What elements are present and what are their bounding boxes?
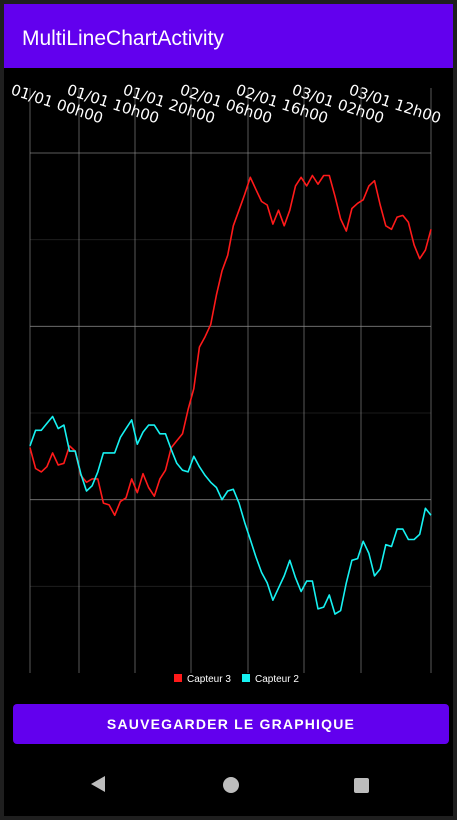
app-title: MultiLineChartActivity	[22, 27, 224, 50]
legend-label-capteur-3: Capteur 3	[187, 674, 231, 685]
home-circle-icon[interactable]	[223, 777, 239, 793]
recents-square-icon[interactable]	[354, 778, 369, 793]
series-line-capteur-2	[29, 415, 432, 615]
legend-swatch-capteur-2	[242, 674, 250, 682]
android-nav-bar	[4, 754, 453, 816]
back-triangle-icon[interactable]	[91, 776, 105, 792]
legend-swatch-capteur-3	[174, 674, 182, 682]
app-window: MultiLineChartActivity 01/01 00h00 01/01 …	[4, 4, 453, 816]
legend-label-capteur-2: Capteur 2	[255, 674, 299, 685]
multi-line-chart[interactable]: 01/01 00h00 01/01 10h00 01/01 20h00 02/01 0…	[4, 68, 453, 688]
series-line-capteur-3	[29, 174, 432, 517]
save-chart-button[interactable]: SAUVEGARDER LE GRAPHIQUE	[13, 704, 449, 744]
app-bar: MultiLineChartActivity	[4, 4, 453, 68]
